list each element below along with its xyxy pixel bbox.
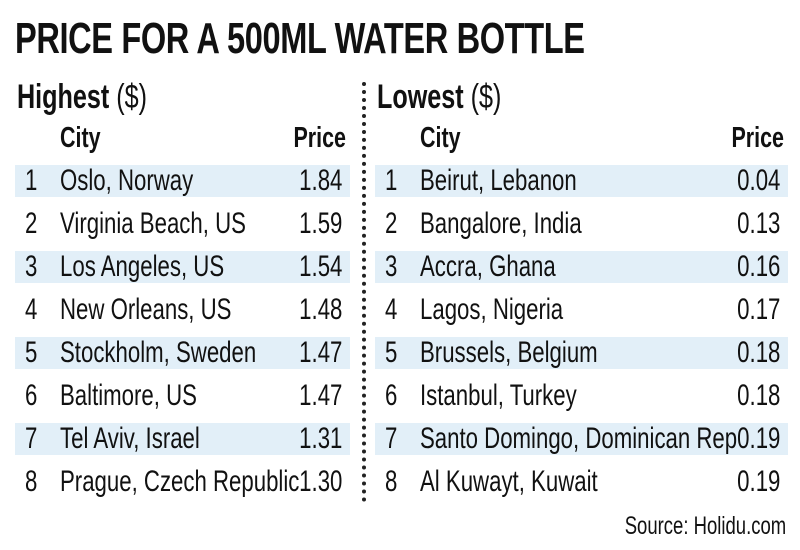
source-note: Source: Holidu.com — [624, 512, 786, 540]
table-row: 3 Los Angeles, US 1.54 — [15, 250, 350, 283]
table-heading: Lowest ($) — [377, 78, 502, 116]
price-cell: 0.19 — [736, 465, 780, 498]
rank-cell: 1 — [385, 164, 398, 197]
city-cell: Virginia Beach, US — [60, 207, 246, 240]
table-row: 6 Baltimore, US 1.47 — [15, 379, 350, 412]
price-cell: 0.13 — [736, 207, 780, 240]
price-cell: 1.59 — [298, 207, 342, 240]
city-cell: Istanbul, Turkey — [420, 379, 577, 412]
price-cell: 0.17 — [736, 293, 780, 326]
rank-cell: 1 — [25, 164, 38, 197]
column-header-city: City — [420, 122, 461, 154]
rank-cell: 5 — [385, 336, 398, 369]
city-cell: Beirut, Lebanon — [420, 164, 577, 197]
price-cell: 0.16 — [736, 250, 780, 283]
city-cell: Los Angeles, US — [60, 250, 225, 283]
rank-cell: 8 — [25, 465, 38, 498]
rank-cell: 4 — [385, 293, 398, 326]
column-header-price: Price — [293, 122, 346, 154]
city-cell: Tel Aviv, Israel — [60, 422, 200, 455]
price-cell: 1.48 — [298, 293, 342, 326]
table-heading: Highest ($) — [17, 78, 148, 116]
city-cell: Baltimore, US — [60, 379, 197, 412]
table-row: 1 Oslo, Norway 1.84 — [15, 164, 350, 197]
table-row: 7 Santo Domingo, Dominican Rep 0.19 — [375, 422, 788, 455]
city-cell: Accra, Ghana — [420, 250, 556, 283]
price-cell: 1.47 — [298, 379, 342, 412]
table-row: 2 Bangalore, India 0.13 — [375, 207, 788, 240]
city-cell: Bangalore, India — [420, 207, 582, 240]
table-row: 3 Accra, Ghana 0.16 — [375, 250, 788, 283]
table-row: 8 Al Kuwayt, Kuwait 0.19 — [375, 465, 788, 498]
city-cell: Santo Domingo, Dominican Rep — [420, 422, 738, 455]
table-row: 5 Stockholm, Sweden 1.47 — [15, 336, 350, 369]
rank-cell: 2 — [25, 207, 38, 240]
table-row: 8 Prague, Czech Republic 1.30 — [15, 465, 350, 498]
table-row: 4 New Orleans, US 1.48 — [15, 293, 350, 326]
rank-cell: 7 — [385, 422, 398, 455]
price-cell: 0.18 — [736, 379, 780, 412]
price-cell: 0.18 — [736, 336, 780, 369]
price-cell: 1.54 — [298, 250, 342, 283]
price-cell: 1.31 — [298, 422, 342, 455]
table-row: 7 Tel Aviv, Israel 1.31 — [15, 422, 350, 455]
rank-cell: 3 — [25, 250, 38, 283]
rank-cell: 2 — [385, 207, 398, 240]
rank-cell: 6 — [25, 379, 38, 412]
table-row: 1 Beirut, Lebanon 0.04 — [375, 164, 788, 197]
price-cell: 1.84 — [298, 164, 342, 197]
table-row: 6 Istanbul, Turkey 0.18 — [375, 379, 788, 412]
city-cell: Brussels, Belgium — [420, 336, 598, 369]
divider — [362, 82, 366, 502]
table-row: 2 Virginia Beach, US 1.59 — [15, 207, 350, 240]
price-cell: 1.47 — [298, 336, 342, 369]
rank-cell: 8 — [385, 465, 398, 498]
city-cell: Lagos, Nigeria — [420, 293, 564, 326]
column-header-city: City — [60, 122, 101, 154]
price-cell: 1.30 — [298, 465, 342, 498]
city-cell: Al Kuwayt, Kuwait — [420, 465, 598, 498]
city-cell: Stockholm, Sweden — [60, 336, 257, 369]
city-cell: Oslo, Norway — [60, 164, 194, 197]
city-cell: New Orleans, US — [60, 293, 232, 326]
rank-cell: 4 — [25, 293, 38, 326]
rank-cell: 7 — [25, 422, 38, 455]
rank-cell: 3 — [385, 250, 398, 283]
column-header-price: Price — [731, 122, 784, 154]
page-title: PRICE FOR A 500ML WATER BOTTLE — [15, 14, 585, 63]
table-row: 4 Lagos, Nigeria 0.17 — [375, 293, 788, 326]
price-cell: 0.19 — [736, 422, 780, 455]
price-cell: 0.04 — [736, 164, 780, 197]
city-cell: Prague, Czech Republic — [60, 465, 300, 498]
rank-cell: 5 — [25, 336, 38, 369]
rank-cell: 6 — [385, 379, 398, 412]
table-row: 5 Brussels, Belgium 0.18 — [375, 336, 788, 369]
